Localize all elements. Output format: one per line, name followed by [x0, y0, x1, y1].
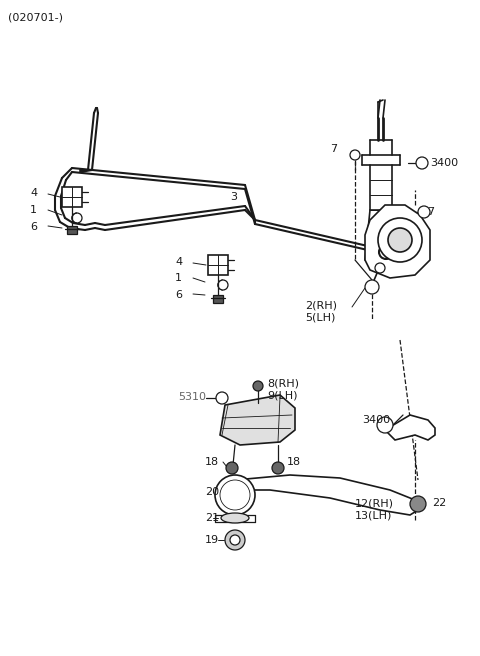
- Circle shape: [416, 157, 428, 169]
- Polygon shape: [235, 475, 418, 515]
- Text: 18: 18: [205, 457, 219, 467]
- Text: 7: 7: [330, 144, 337, 154]
- Polygon shape: [220, 395, 295, 445]
- Circle shape: [216, 392, 228, 404]
- Circle shape: [410, 496, 426, 512]
- Circle shape: [253, 381, 263, 391]
- Polygon shape: [385, 415, 435, 440]
- Text: 13(LH): 13(LH): [355, 511, 392, 521]
- Circle shape: [272, 462, 284, 474]
- Circle shape: [388, 228, 412, 252]
- Text: 12(RH): 12(RH): [355, 498, 394, 508]
- FancyBboxPatch shape: [67, 226, 77, 234]
- Text: 18: 18: [287, 457, 301, 467]
- Circle shape: [226, 462, 238, 474]
- Text: 1: 1: [30, 205, 37, 215]
- FancyBboxPatch shape: [213, 295, 223, 303]
- Circle shape: [218, 280, 228, 290]
- Circle shape: [418, 206, 430, 218]
- Circle shape: [365, 280, 379, 294]
- Circle shape: [72, 213, 82, 223]
- Text: 3400: 3400: [362, 415, 390, 425]
- Text: 3400: 3400: [430, 158, 458, 168]
- Circle shape: [220, 480, 250, 510]
- Text: 2(RH): 2(RH): [305, 300, 337, 310]
- Circle shape: [375, 263, 385, 273]
- FancyBboxPatch shape: [208, 255, 228, 275]
- Text: 3: 3: [230, 192, 237, 202]
- Text: (020701-): (020701-): [8, 12, 63, 22]
- Circle shape: [230, 535, 240, 545]
- Circle shape: [378, 218, 422, 262]
- Circle shape: [377, 417, 393, 433]
- Text: 4: 4: [30, 188, 37, 198]
- Text: 6: 6: [30, 222, 37, 232]
- Text: 8(RH): 8(RH): [267, 378, 299, 388]
- Ellipse shape: [221, 513, 249, 523]
- FancyBboxPatch shape: [62, 187, 82, 207]
- Circle shape: [225, 485, 245, 505]
- Circle shape: [215, 475, 255, 515]
- Text: 20: 20: [205, 487, 219, 497]
- Text: 21: 21: [205, 513, 219, 523]
- Text: 1: 1: [175, 273, 182, 283]
- Text: 7: 7: [427, 207, 434, 217]
- Text: 4: 4: [175, 257, 182, 267]
- Circle shape: [379, 245, 393, 259]
- Circle shape: [225, 530, 245, 550]
- Circle shape: [350, 150, 360, 160]
- Polygon shape: [365, 205, 430, 278]
- Text: 22: 22: [432, 498, 446, 508]
- Text: 19: 19: [205, 535, 219, 545]
- Text: 5310: 5310: [178, 392, 206, 402]
- Text: 6: 6: [175, 290, 182, 300]
- Text: 9(LH): 9(LH): [267, 391, 298, 401]
- Text: 5(LH): 5(LH): [305, 313, 336, 323]
